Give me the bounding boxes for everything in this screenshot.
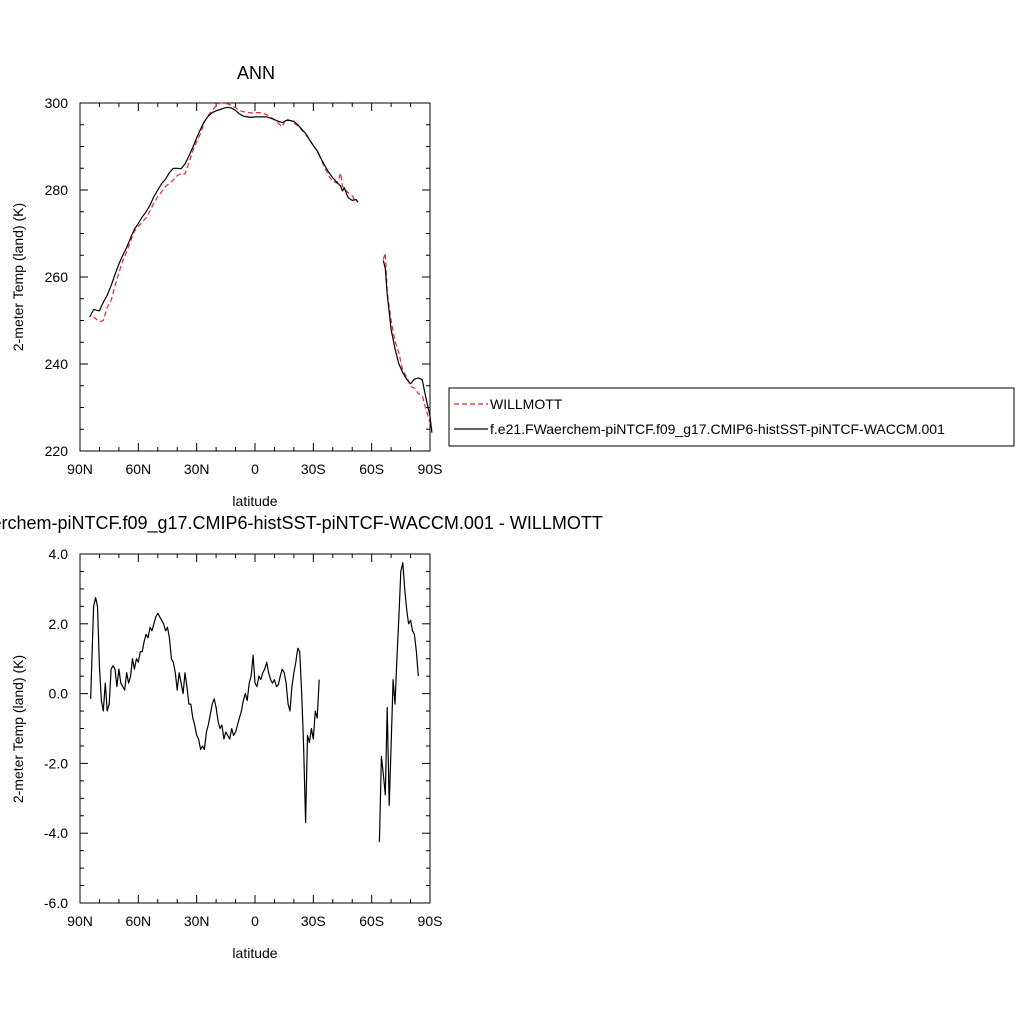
top-x-ticks: 90N 60N 30N 0 30S 60S 90S <box>67 103 442 477</box>
x-tick-label: 30S <box>301 461 326 477</box>
obs-series-line-seg-0 <box>93 102 357 323</box>
y-tick-label: 260 <box>45 269 69 285</box>
x-tick-label: 0 <box>251 461 259 477</box>
bottom-chart-title: f.e21.FWaerchem-piNTCF.f09_g17.CMIP6-his… <box>0 513 603 534</box>
bottom-plot-frame <box>79 553 431 904</box>
model-series-line-seg-1 <box>382 260 433 433</box>
model-series-line-seg-0 <box>89 106 359 318</box>
x-tick-label: 30S <box>301 913 326 929</box>
x-tick-label: 30N <box>184 913 210 929</box>
obs-series-line-seg-1 <box>382 252 433 430</box>
bottom-x-axis-label: latitude <box>232 945 277 961</box>
top-y-ticks: 300 280 260 240 220 <box>45 95 430 459</box>
y-tick-label: -2.0 <box>44 755 68 771</box>
y-tick-label: 2.0 <box>49 616 69 632</box>
y-tick-label: 4.0 <box>49 546 69 562</box>
x-tick-label: 90S <box>418 461 443 477</box>
legend-label-model: f.e21.FWaerchem-piNTCF.f09_g17.CMIP6-his… <box>490 421 945 437</box>
top-series-group <box>89 102 433 433</box>
top-plot-frame <box>79 102 431 452</box>
top-x-axis-label: latitude <box>232 493 277 509</box>
x-tick-label: 60N <box>125 913 151 929</box>
bottom-series-group <box>90 562 419 842</box>
legend: WILLMOTT f.e21.FWaerchem-piNTCF.f09_g17.… <box>448 387 1015 447</box>
model-series-line-seg-1 <box>378 562 419 842</box>
bottom-panel: f.e21.FWaerchem-piNTCF.f09_g17.CMIP6-his… <box>0 513 603 961</box>
x-tick-label: 90N <box>67 461 93 477</box>
x-tick-label: 60S <box>359 461 384 477</box>
x-tick-label: 0 <box>251 913 259 929</box>
x-tick-label: 60S <box>359 913 384 929</box>
x-tick-label: 90N <box>67 913 93 929</box>
bottom-x-ticks: 90N 60N 30N 0 30S 60S 90S <box>67 554 442 929</box>
x-tick-label: 60N <box>125 461 151 477</box>
y-tick-label: 280 <box>45 182 69 198</box>
y-tick-label: 220 <box>45 443 69 459</box>
legend-label-obs: WILLMOTT <box>490 396 563 412</box>
bottom-y-axis-label: 2-meter Temp (land) (K) <box>10 655 26 803</box>
x-tick-label: 90S <box>418 913 443 929</box>
model-series-line-seg-0 <box>90 596 320 824</box>
y-tick-label: 300 <box>45 95 69 111</box>
y-tick-label: -6.0 <box>44 895 68 911</box>
y-tick-label: 0.0 <box>49 686 69 702</box>
y-tick-label: 240 <box>45 356 69 372</box>
y-tick-label: -4.0 <box>44 825 68 841</box>
top-chart-title: ANN <box>237 63 275 83</box>
bottom-y-ticks: 4.0 2.0 0.0 -2.0 -4.0 -6.0 <box>44 546 430 911</box>
x-tick-label: 30N <box>184 461 210 477</box>
legend-box <box>448 387 1015 447</box>
top-y-axis-label: 2-meter Temp (land) (K) <box>10 203 26 351</box>
